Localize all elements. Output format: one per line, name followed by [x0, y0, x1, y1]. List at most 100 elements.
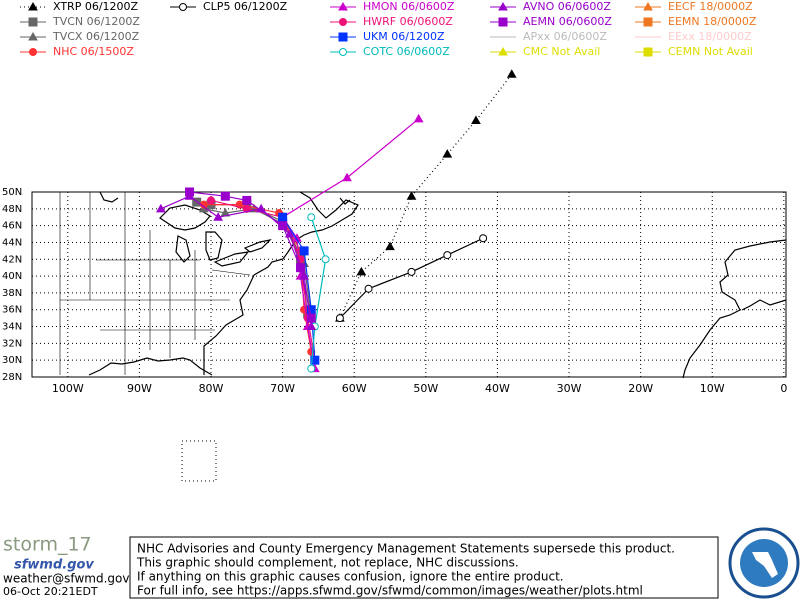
legend-marker	[643, 1, 653, 11]
lat-label: 32N	[2, 338, 22, 349]
lon-label: 0	[780, 382, 787, 395]
notice-box	[129, 536, 719, 599]
track-point	[479, 234, 488, 243]
track	[203, 208, 312, 319]
track-point	[310, 355, 320, 365]
legend-label: TVCN 06/1200Z	[52, 15, 140, 28]
track	[282, 216, 316, 361]
track-point	[471, 115, 481, 125]
track-point	[213, 212, 224, 221]
inset-box	[181, 440, 217, 482]
legend-label: UKM 06/1200Z	[363, 30, 445, 43]
lat-label: 44N	[2, 237, 22, 248]
track-point	[335, 314, 344, 323]
track-point	[278, 212, 288, 222]
track-point	[442, 149, 453, 158]
lat-label: 40N	[2, 271, 22, 282]
track	[196, 201, 309, 315]
lon-label: 70W	[270, 382, 295, 395]
legend-label: EECF 18/0000Z	[668, 0, 753, 13]
track-point	[506, 69, 517, 78]
legend-marker	[643, 47, 653, 57]
legend-label: COTC 06/0600Z	[363, 45, 450, 58]
lat-label: 36N	[2, 305, 22, 316]
legend-label: CLP5 06/1200Z	[203, 0, 288, 13]
legend-marker	[338, 32, 348, 42]
legend-marker	[339, 48, 347, 56]
lat-label: 28N	[2, 372, 22, 383]
track-point	[185, 187, 195, 197]
track-point	[306, 313, 316, 323]
lon-label: 10W	[700, 382, 725, 395]
lon-label: 80W	[199, 382, 224, 395]
lon-label: 30W	[557, 382, 582, 395]
track	[210, 199, 316, 361]
track-point	[307, 213, 316, 222]
timestamp: 06-Oct 20:21EDT	[3, 585, 98, 598]
lon-label: 50W	[413, 382, 438, 395]
track-point	[284, 229, 295, 238]
track	[281, 118, 420, 369]
track-point	[321, 255, 330, 264]
legend-label: APxx 06/0600Z	[523, 30, 607, 43]
email: weather@sfwmd.gov	[3, 572, 129, 586]
track-point	[307, 364, 316, 373]
track-point	[306, 321, 317, 331]
logo	[728, 527, 800, 599]
track	[203, 204, 312, 352]
track-point	[364, 284, 373, 293]
lat-label: 38N	[2, 288, 22, 299]
legend-label: XTRP 06/1200Z	[53, 0, 139, 13]
legend-label: EExx 18/0000Z	[668, 30, 752, 43]
legend-marker	[498, 1, 508, 11]
track-point	[299, 246, 309, 256]
track-point	[406, 191, 417, 200]
lat-label: 42N	[2, 254, 22, 265]
track-point	[242, 204, 251, 213]
lon-label: 60W	[342, 382, 367, 395]
lon-label: 40W	[485, 382, 510, 395]
track-point	[342, 172, 352, 182]
legend-label: CMC Not Avail	[523, 45, 600, 58]
legend-marker	[643, 17, 653, 27]
legend-marker	[29, 48, 37, 56]
legend-label: HWRF 06/0600Z	[363, 15, 453, 28]
track-point	[443, 251, 452, 260]
track	[339, 237, 484, 319]
legend-marker	[28, 17, 38, 27]
notice-line: For full info, see https://apps.sfwmd.go…	[137, 584, 643, 598]
track-point	[220, 191, 230, 201]
track	[310, 217, 327, 369]
site: sfwmd.gov	[14, 558, 94, 573]
notice-line: This graphic should complement, not repl…	[136, 556, 519, 570]
notice-line: If anything on this graphic causes confu…	[137, 570, 564, 584]
lat-label: 34N	[2, 322, 22, 333]
lon-label: 90W	[127, 382, 152, 395]
lat-label: 48N	[2, 204, 22, 215]
track	[189, 191, 312, 319]
coastlines	[88, 191, 787, 379]
track-point	[292, 233, 302, 242]
legend-label: AVNO 06/0600Z	[523, 0, 611, 13]
legend-marker	[28, 31, 38, 41]
track-point	[207, 196, 216, 205]
lat-label: 30N	[2, 355, 22, 366]
track-point	[385, 241, 395, 251]
legend-label: CEMN Not Avail	[668, 45, 753, 58]
lat-label: 50N	[2, 187, 22, 198]
legend-label: NHC 06/1500Z	[53, 45, 134, 58]
legend-marker	[338, 1, 348, 11]
track-point	[156, 203, 166, 213]
legend-marker	[179, 3, 187, 11]
legend-label: HMON 06/0600Z	[363, 0, 455, 13]
lon-label: 100W	[52, 382, 84, 395]
brand: storm_17	[3, 534, 92, 556]
notice-line: NHC Advisories and County Emergency Mana…	[137, 542, 675, 556]
lat-label: 46N	[2, 221, 22, 232]
track-point	[242, 195, 252, 205]
legend-marker	[498, 17, 508, 27]
track-point	[278, 221, 288, 231]
track-point	[296, 263, 306, 273]
legend-label: EEMN 18/0000Z	[668, 15, 757, 28]
